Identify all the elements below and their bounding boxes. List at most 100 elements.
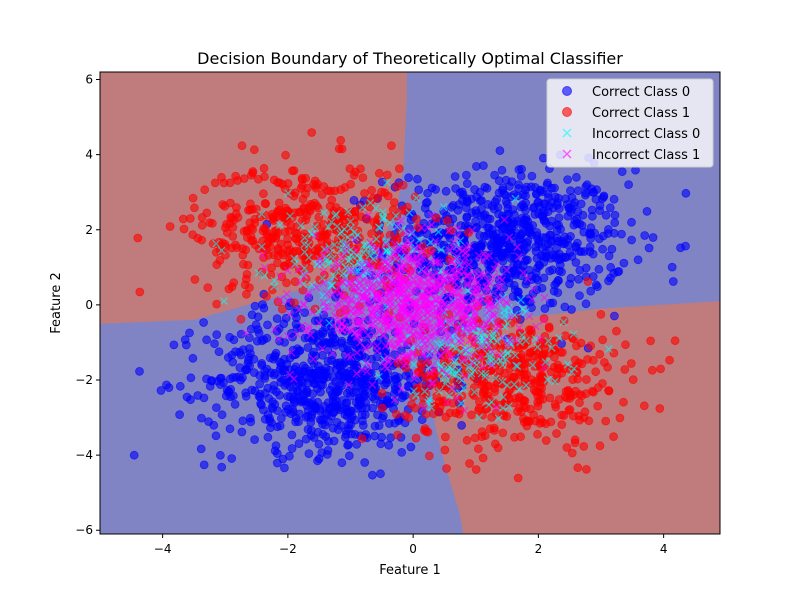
data-point	[246, 223, 256, 233]
data-point	[390, 319, 399, 328]
data-point	[217, 410, 227, 420]
data-point	[256, 399, 266, 409]
data-point	[331, 365, 341, 375]
data-point	[310, 222, 319, 231]
data-point	[310, 251, 320, 261]
data-point	[515, 385, 524, 394]
data-point	[460, 238, 470, 248]
data-point	[375, 324, 384, 333]
data-point	[574, 274, 583, 284]
data-point	[278, 208, 287, 218]
x-tick-label: −4	[154, 542, 172, 556]
data-point	[504, 340, 513, 349]
data-point	[325, 318, 334, 327]
data-point	[291, 246, 301, 256]
data-point	[540, 208, 549, 218]
data-point	[129, 450, 139, 460]
data-point	[185, 328, 194, 338]
data-point	[397, 447, 407, 457]
data-point	[291, 319, 301, 329]
data-point	[324, 436, 333, 446]
scatter-points	[129, 128, 691, 483]
data-point	[490, 265, 499, 273]
data-point	[429, 284, 438, 292]
data-point	[255, 212, 265, 222]
data-point	[330, 272, 339, 281]
data-point	[670, 336, 680, 346]
data-point	[357, 323, 366, 331]
data-point	[244, 333, 254, 343]
data-point	[282, 289, 291, 298]
data-point	[249, 354, 259, 364]
data-point	[500, 215, 509, 224]
data-point	[610, 218, 620, 228]
data-point	[377, 413, 387, 423]
data-point	[469, 288, 478, 297]
data-point	[367, 470, 377, 480]
data-point	[297, 173, 307, 183]
data-point	[421, 427, 431, 436]
data-point	[362, 301, 371, 310]
data-point	[359, 267, 368, 276]
data-point	[633, 255, 643, 265]
data-point	[491, 403, 500, 412]
data-point	[474, 251, 483, 260]
data-point	[563, 175, 572, 185]
data-point	[300, 333, 310, 343]
data-point	[403, 339, 412, 348]
data-point	[420, 340, 429, 349]
data-point	[296, 221, 305, 230]
data-point	[225, 178, 235, 188]
data-point	[386, 141, 396, 151]
data-point	[536, 334, 545, 343]
data-point	[581, 299, 591, 309]
data-point	[342, 407, 352, 417]
data-point	[287, 444, 297, 453]
data-point	[497, 165, 507, 175]
data-point	[237, 141, 247, 151]
data-point	[199, 318, 209, 327]
data-point	[162, 380, 171, 390]
data-point	[533, 343, 542, 352]
data-point	[483, 277, 492, 286]
data-point	[432, 297, 441, 305]
data-point	[457, 420, 467, 430]
data-point	[601, 210, 611, 220]
data-point	[189, 203, 199, 213]
data-point	[404, 173, 414, 183]
data-point	[320, 420, 330, 430]
data-point	[487, 397, 496, 406]
data-point	[534, 197, 543, 207]
data-point	[509, 398, 519, 408]
data-point	[471, 465, 481, 474]
legend-label: Correct Class 1	[592, 106, 690, 121]
data-point	[563, 211, 573, 221]
data-point	[527, 171, 537, 181]
data-point	[539, 273, 549, 283]
data-point	[647, 365, 657, 375]
data-point	[304, 253, 313, 262]
data-point	[330, 391, 340, 401]
data-point	[550, 399, 560, 409]
y-axis-label: Feature 2	[49, 272, 64, 334]
data-point	[499, 349, 508, 358]
data-point	[565, 279, 574, 289]
data-point	[319, 267, 328, 276]
data-point	[228, 357, 238, 367]
data-point	[570, 438, 580, 448]
data-point	[539, 314, 549, 323]
data-point	[451, 298, 460, 307]
data-point	[376, 268, 385, 277]
data-point	[609, 348, 619, 358]
data-point	[331, 211, 339, 220]
data-point	[494, 414, 503, 423]
data-point	[400, 391, 410, 400]
data-point	[426, 290, 434, 298]
data-point	[306, 331, 315, 340]
series-incorrect-class-1	[241, 210, 549, 415]
data-point	[341, 429, 351, 439]
data-point	[395, 326, 404, 335]
data-point	[353, 231, 362, 240]
data-point	[480, 210, 490, 220]
data-point	[350, 274, 358, 283]
